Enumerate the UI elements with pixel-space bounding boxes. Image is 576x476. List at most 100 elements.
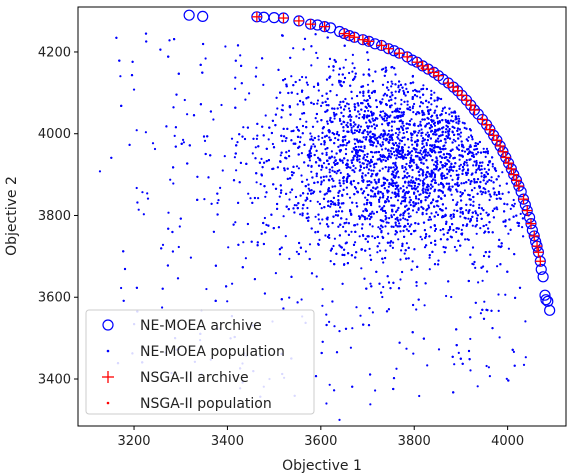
nemoea-population-point: [381, 192, 384, 195]
nemoea-population-point: [384, 66, 387, 69]
nemoea-population-point: [410, 164, 413, 167]
nemoea-population-point: [394, 90, 397, 93]
nemoea-population-point: [415, 177, 418, 180]
nemoea-population-point: [338, 418, 341, 421]
nemoea-population-point: [353, 138, 356, 141]
nemoea-population-point: [328, 383, 331, 386]
nemoea-population-point: [450, 295, 453, 299]
nemoea-population-point: [364, 105, 367, 108]
nemoea-population-point: [329, 175, 332, 178]
nemoea-population-point: [446, 159, 449, 162]
nemoea-population-point: [169, 178, 172, 181]
nemoea-population-point: [296, 103, 299, 106]
nemoea-population-point: [435, 133, 438, 136]
nemoea-population-point: [363, 147, 366, 150]
nemoea-population-point: [282, 79, 285, 82]
nemoea-population-point: [299, 118, 302, 121]
nemoea-population-point: [378, 200, 381, 203]
nemoea-population-point: [377, 150, 380, 154]
nemoea-population-point: [120, 104, 123, 107]
nemoea-population-point: [280, 189, 283, 192]
nemoea-population-point: [493, 191, 496, 194]
nemoea-population-point: [359, 165, 362, 168]
nemoea-population-point: [459, 135, 462, 138]
nemoea-population-point: [391, 120, 394, 123]
nemoea-population-point: [377, 192, 380, 195]
nemoea-population-point: [115, 36, 118, 39]
nemoea-population-point: [301, 101, 305, 104]
nemoea-population-point: [490, 176, 493, 179]
nemoea-population-point: [359, 91, 362, 94]
nemoea-population-point: [316, 200, 319, 203]
nemoea-population-point: [468, 150, 471, 153]
nemoea-population-point: [397, 90, 401, 93]
nemoea-population-point: [393, 204, 396, 207]
nemoea-population-point: [333, 113, 336, 116]
nemoea-population-point: [335, 351, 339, 354]
nemoea-population-point: [310, 189, 313, 192]
nemoea-population-point: [288, 257, 291, 260]
nemoea-population-point: [216, 213, 219, 216]
nemoea-population-point: [402, 185, 405, 188]
nemoea-population-point: [323, 135, 327, 138]
nemoea-population-point: [362, 323, 365, 326]
nemoea-population-point: [332, 69, 335, 72]
nemoea-population-point: [411, 176, 414, 179]
nemoea-population-point: [301, 207, 304, 210]
nemoea-population-point: [466, 172, 469, 175]
nemoea-population-point: [320, 104, 323, 107]
nemoea-population-point: [412, 201, 415, 204]
nemoea-population-point: [471, 215, 474, 218]
nemoea-population-point: [380, 145, 383, 148]
nemoea-population-point: [428, 194, 431, 197]
nemoea-population-point: [453, 133, 456, 136]
nemoea-population-point: [285, 192, 288, 195]
nemoea-population-point: [395, 210, 398, 213]
nemoea-population-point: [110, 156, 113, 159]
nemoea-population-point: [339, 149, 342, 152]
nemoea-population-point: [321, 340, 324, 343]
nemoea-population-point: [432, 149, 436, 152]
nemoea-population-point: [207, 176, 210, 179]
nemoea-population-point: [441, 203, 444, 206]
nemoea-population-point: [321, 136, 324, 139]
nemoea-population-point: [362, 73, 365, 76]
nemoea-population-point: [130, 74, 134, 77]
nemoea-population-point: [366, 198, 369, 202]
nemoea-population-point: [244, 98, 247, 101]
nemoea-population-point: [422, 184, 425, 187]
nemoea-population-point: [387, 166, 390, 169]
nemoea-population-point: [342, 225, 345, 228]
nemoea-population-point: [370, 169, 373, 172]
nemoea-population-point: [332, 111, 335, 114]
nemoea-population-point: [391, 191, 394, 194]
nemoea-population-point: [421, 140, 424, 143]
nemoea-population-point: [412, 147, 415, 150]
nemoea-population-point: [445, 120, 448, 123]
nemoea-population-point: [359, 314, 362, 317]
nemoea-population-point: [452, 215, 455, 218]
nemoea-population-point: [326, 147, 329, 150]
nemoea-population-point: [277, 226, 280, 229]
nemoea-population-point: [382, 138, 385, 141]
nemoea-population-point: [369, 258, 373, 261]
nemoea-population-point: [449, 119, 453, 122]
nemoea-population-point: [337, 203, 340, 206]
nemoea-population-point: [347, 252, 350, 255]
nemoea-population-point: [242, 126, 245, 129]
nemoea-population-point: [516, 221, 519, 224]
nemoea-population-point: [489, 195, 492, 198]
nemoea-population-point: [396, 186, 399, 189]
nemoea-population-point: [426, 166, 429, 169]
nemoea-population-point: [343, 253, 346, 257]
nemoea-population-point: [426, 139, 429, 142]
nemoea-population-point: [180, 142, 183, 145]
nemoea-population-point: [402, 189, 405, 192]
nemoea-population-point: [386, 198, 389, 201]
nemoea-population-point: [373, 151, 376, 154]
nemoea-population-point: [321, 94, 324, 97]
nemoea-population-point: [342, 66, 345, 69]
nemoea-population-point: [420, 161, 423, 164]
nemoea-population-point: [335, 172, 338, 175]
nemoea-population-point: [344, 148, 348, 151]
